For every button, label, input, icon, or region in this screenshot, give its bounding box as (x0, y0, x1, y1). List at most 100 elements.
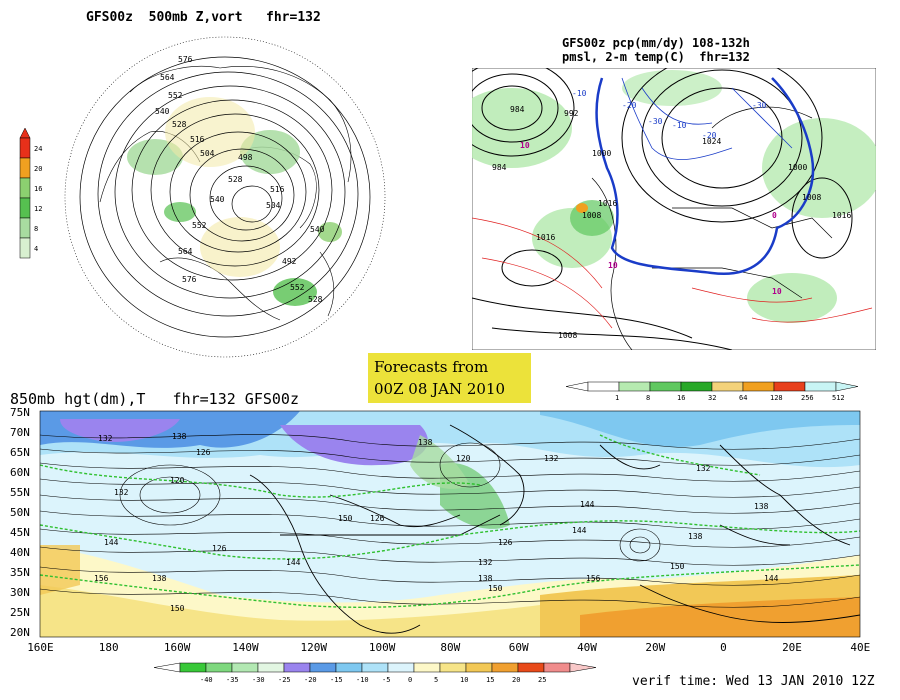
precip-isobar-label: 1008 (802, 193, 821, 202)
precip-temp-label: -30 (752, 101, 767, 110)
h850-height-label: 126 (196, 448, 211, 457)
precip-legend-label: 16 (677, 394, 685, 402)
h850-legend-swatch (439, 662, 467, 673)
vort-bar-label: 16 (34, 185, 42, 193)
h850-legend-swatch (465, 662, 493, 673)
vort-contour-label: 528 (308, 295, 323, 304)
precip-temp-label: 0 (772, 211, 777, 220)
h850-height-label: 138 (688, 532, 703, 541)
h850-height-label: 132 (544, 454, 559, 463)
h850-height-label: 138 (478, 574, 493, 583)
h850-height-label: 126 (212, 544, 227, 553)
h850-legend-label: -20 (304, 676, 317, 684)
precip-shading (472, 70, 876, 323)
precip-map: 984 9921000100810161024100010081016984101… (472, 68, 876, 350)
precip-legend-label: 8 (646, 394, 650, 402)
precip-isobar-label: 1016 (536, 233, 555, 242)
precip-isobar-label: 1008 (582, 211, 601, 220)
h850-height-label: 144 (764, 574, 779, 583)
vort-bar-swatch (19, 197, 31, 219)
h850-legend-label: -10 (356, 676, 369, 684)
vort-contour-label: 540 (310, 225, 325, 234)
h850-map: 132 138 126 120 132 144 138 126 150 156 144 150 126 1… (10, 406, 870, 654)
precip-legend-swatch (711, 381, 744, 392)
h850-lon-label: 0 (720, 641, 727, 654)
h850-height-label: 150 (670, 562, 685, 571)
h850-height-label: 150 (488, 584, 503, 593)
precip-legend-arrow-left (565, 381, 589, 392)
h850-lat-label: 60N (10, 466, 30, 479)
h850-lat-label: 55N (10, 486, 30, 499)
h850-legend-label: -25 (278, 676, 291, 684)
precip-cold-isotherms (621, 77, 793, 160)
vort-height-contours (79, 56, 371, 338)
h850-height-label: 120 (170, 476, 185, 485)
h850-legend-label: 15 (486, 676, 494, 684)
vort-title: GFS00z 500mb Z,vort fhr=132 (86, 10, 321, 25)
precip-isobar-label: 1000 (788, 163, 807, 172)
h850-lon-label: 100W (369, 641, 396, 654)
precip-temp-label: 10 (772, 287, 782, 296)
precip-isobar-label: 1024 (702, 137, 721, 146)
h850-legend-label: 25 (538, 676, 546, 684)
h850-legend-swatch (205, 662, 233, 673)
vort-bar-swatch (19, 217, 31, 239)
precip-temp-label: -20 (622, 101, 637, 110)
h850-height-label: 120 (456, 454, 471, 463)
forecast-stamp: Forecasts from 00Z 08 JAN 2010 (368, 353, 531, 403)
verif-time: verif time: Wed 13 JAN 2010 12Z (632, 674, 875, 689)
h850-height-label: 150 (338, 514, 353, 523)
h850-legend-label: -15 (330, 676, 343, 684)
precip-zero-isotherm (595, 77, 815, 276)
h850-height-label: 144 (580, 500, 595, 509)
vort-contour-label: 576 (182, 275, 197, 284)
h850-legend-swatch (309, 662, 337, 673)
h850-legend-label: -40 (200, 676, 213, 684)
h850-lon-label: 40W (577, 641, 597, 654)
h850-height-label: 144 (572, 526, 587, 535)
vort-bar-label: 20 (34, 165, 42, 173)
h850-lat-label: 70N (10, 426, 30, 439)
h850-lat-label: 45N (10, 526, 30, 539)
h850-legend-swatch (491, 662, 519, 673)
h850-height-label: 138 (172, 432, 187, 441)
precip-isobar-label: 984 (492, 163, 507, 172)
stamp-line2: 00Z 08 JAN 2010 (374, 380, 506, 398)
vort-contour-label: 564 (178, 247, 193, 256)
vort-contour-label: 564 (160, 73, 175, 82)
h850-lon-label: 180 (99, 641, 119, 654)
vort-bar-swatch (19, 237, 31, 259)
vort-contour-label: 516 (190, 135, 205, 144)
h850-legend-label: -5 (382, 676, 390, 684)
h850-lon-label: 160E (27, 641, 54, 654)
h850-height-label: 144 (104, 538, 119, 547)
h850-title: 850mb hgt(dm),T fhr=132 GFS00z (10, 390, 299, 408)
vort-contour-label: 504 (266, 201, 281, 210)
h850-height-label: 132 (696, 464, 711, 473)
precip-title-line2: pmsl, 2-m temp(C) fhr=132 (562, 50, 750, 64)
h850-height-label: 126 (498, 538, 513, 547)
precip-isobar-label: 1016 (598, 199, 617, 208)
precip-legend-label: 512 (832, 394, 845, 402)
precip-legend-label: 256 (801, 394, 814, 402)
h850-legend-label: 5 (434, 676, 438, 684)
h850-height-label: 132 (98, 434, 113, 443)
h850-lat-label: 35N (10, 566, 30, 579)
vort-bar-swatch (19, 157, 31, 179)
h850-height-label: 132 (478, 558, 493, 567)
h850-lon-label: 80W (440, 641, 460, 654)
h850-height-label: 156 (586, 574, 601, 583)
h850-legend-swatch (231, 662, 259, 673)
vort-contour-label: 540 (210, 195, 225, 204)
h850-legend-label: -35 (226, 676, 239, 684)
vort-bar-label: 4 (34, 245, 38, 253)
vort-contour-label: 528 (172, 120, 187, 129)
vort-contour-label: 504 (200, 149, 215, 158)
precip-legend-arrow-right (835, 381, 859, 392)
precip-isobar-label: 992 (564, 109, 579, 118)
vort-contour-label: 540 (155, 107, 170, 116)
h850-legend-swatch (413, 662, 441, 673)
vort-bar-label: 8 (34, 225, 38, 233)
h850-legend-swatch (335, 662, 363, 673)
